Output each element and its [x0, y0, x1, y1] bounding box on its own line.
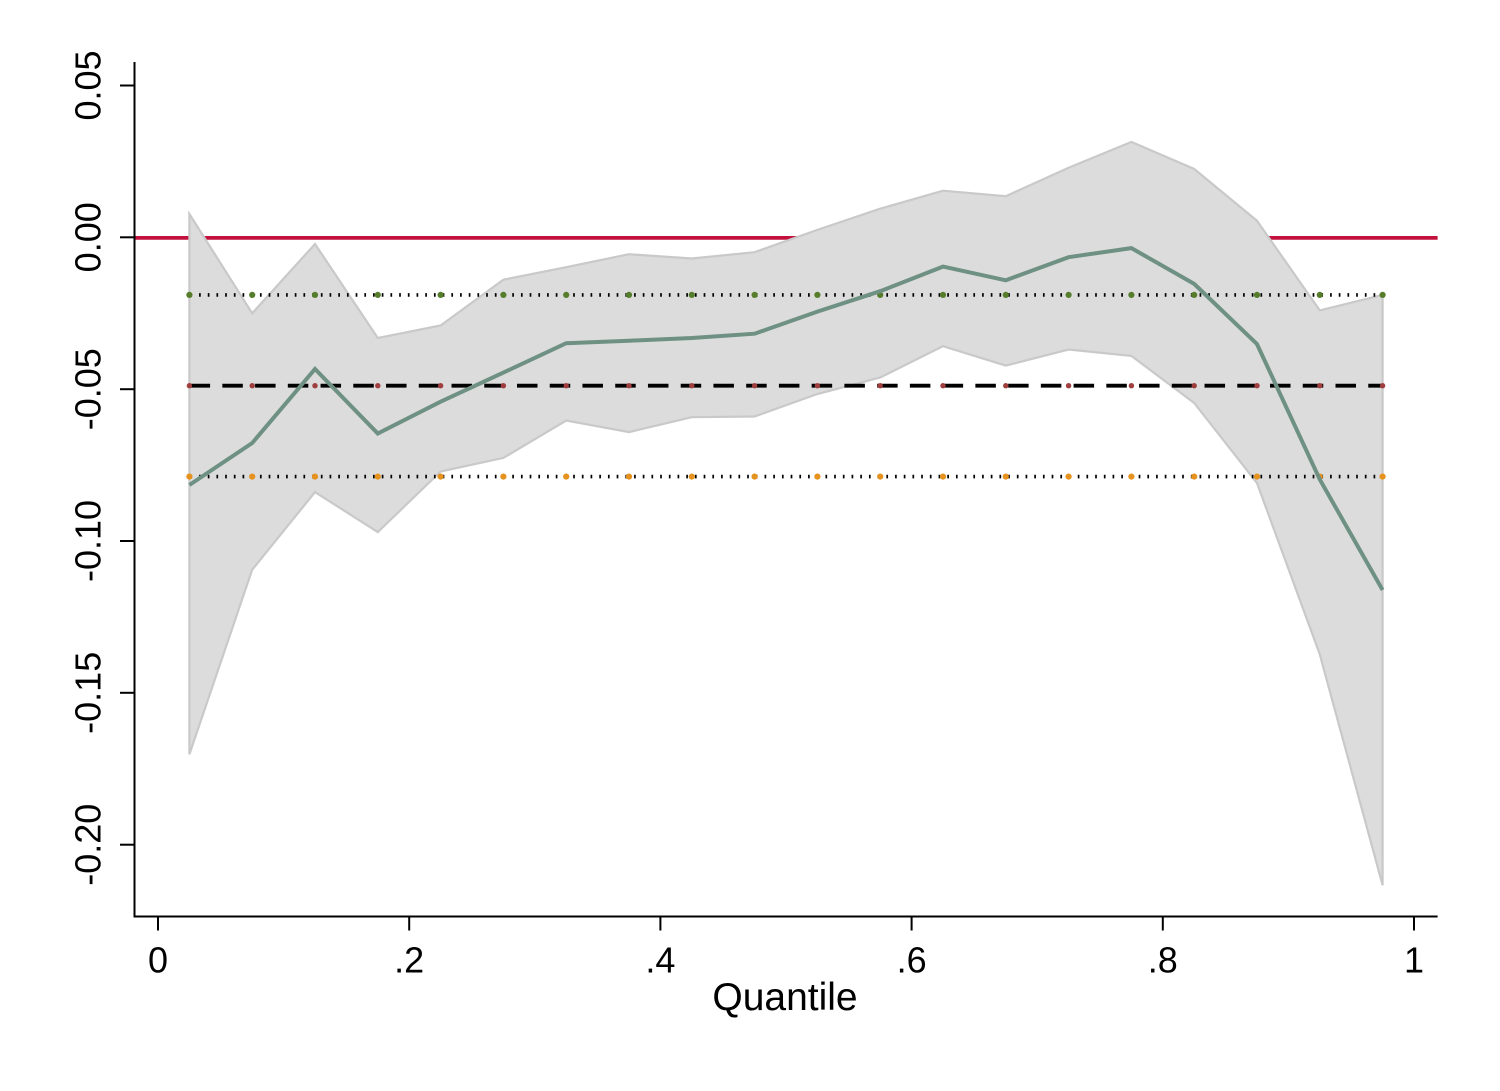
- svg-text:-0.20: -0.20: [67, 804, 108, 886]
- svg-text:Quantile: Quantile: [712, 976, 857, 1019]
- svg-text:.2: .2: [394, 940, 424, 981]
- svg-text:.4: .4: [645, 940, 675, 981]
- svg-text:0.05: 0.05: [67, 50, 108, 120]
- svg-text:1: 1: [1404, 940, 1424, 981]
- svg-text:-0.10: -0.10: [67, 500, 108, 582]
- svg-text:.6: .6: [897, 940, 927, 981]
- svg-text:0: 0: [148, 940, 168, 981]
- svg-text:-0.15: -0.15: [67, 652, 108, 734]
- svg-text:0.00: 0.00: [67, 202, 108, 272]
- svg-text:.8: .8: [1148, 940, 1178, 981]
- svg-text:-0.05: -0.05: [67, 348, 108, 430]
